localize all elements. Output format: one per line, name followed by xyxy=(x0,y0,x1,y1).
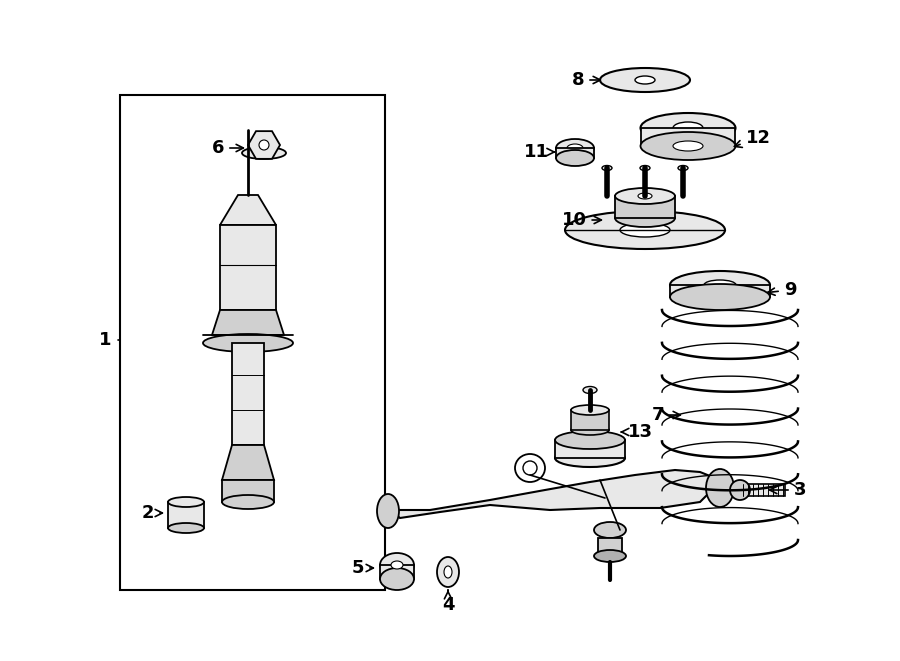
Ellipse shape xyxy=(706,469,734,507)
Ellipse shape xyxy=(203,334,293,352)
Ellipse shape xyxy=(602,165,612,171)
Text: 12: 12 xyxy=(734,129,770,147)
Text: 10: 10 xyxy=(562,211,601,229)
Ellipse shape xyxy=(594,522,626,538)
Ellipse shape xyxy=(380,568,414,590)
Ellipse shape xyxy=(670,284,770,310)
Ellipse shape xyxy=(594,550,626,562)
Text: 13: 13 xyxy=(621,423,652,441)
Ellipse shape xyxy=(615,188,675,204)
Ellipse shape xyxy=(242,147,286,159)
Ellipse shape xyxy=(377,494,399,528)
Ellipse shape xyxy=(555,431,625,449)
Polygon shape xyxy=(390,470,715,518)
Ellipse shape xyxy=(168,523,204,533)
Ellipse shape xyxy=(567,144,583,152)
Text: 8: 8 xyxy=(572,71,600,89)
Bar xyxy=(120,95,385,590)
Ellipse shape xyxy=(640,165,650,171)
Text: 11: 11 xyxy=(524,143,554,161)
Text: 3: 3 xyxy=(770,481,806,499)
Ellipse shape xyxy=(620,223,670,237)
Ellipse shape xyxy=(641,113,735,143)
Ellipse shape xyxy=(555,449,625,467)
Ellipse shape xyxy=(730,480,750,500)
Bar xyxy=(222,480,274,502)
Ellipse shape xyxy=(444,566,452,578)
Bar xyxy=(232,343,264,445)
Text: 2: 2 xyxy=(142,504,162,522)
Text: 7: 7 xyxy=(652,406,680,424)
Ellipse shape xyxy=(556,150,594,166)
Ellipse shape xyxy=(673,141,703,151)
Text: 1: 1 xyxy=(99,331,112,349)
Polygon shape xyxy=(222,445,274,480)
Ellipse shape xyxy=(523,461,537,475)
Ellipse shape xyxy=(678,165,688,171)
Bar xyxy=(740,484,785,496)
Bar xyxy=(670,285,770,297)
Text: 4: 4 xyxy=(442,590,454,614)
Bar xyxy=(641,128,735,146)
Polygon shape xyxy=(212,310,284,335)
Bar xyxy=(571,410,609,430)
Ellipse shape xyxy=(556,139,594,157)
Ellipse shape xyxy=(638,193,652,199)
Bar xyxy=(598,538,622,556)
Ellipse shape xyxy=(571,405,609,415)
Ellipse shape xyxy=(437,557,459,587)
Polygon shape xyxy=(220,195,276,225)
Bar xyxy=(220,225,276,310)
Ellipse shape xyxy=(222,495,274,509)
Ellipse shape xyxy=(641,132,735,160)
Ellipse shape xyxy=(704,280,736,290)
Text: 9: 9 xyxy=(768,281,796,299)
Ellipse shape xyxy=(391,561,403,569)
Bar xyxy=(168,502,204,528)
Ellipse shape xyxy=(565,211,725,249)
Ellipse shape xyxy=(583,387,597,393)
Ellipse shape xyxy=(600,68,690,92)
Ellipse shape xyxy=(670,271,770,299)
Bar xyxy=(615,196,675,218)
Text: 5: 5 xyxy=(352,559,374,577)
Ellipse shape xyxy=(673,122,703,134)
Ellipse shape xyxy=(571,425,609,435)
Text: 6: 6 xyxy=(212,139,243,157)
Ellipse shape xyxy=(380,553,414,577)
Ellipse shape xyxy=(615,209,675,227)
Bar xyxy=(556,148,594,158)
Ellipse shape xyxy=(168,497,204,507)
Bar xyxy=(380,565,414,579)
Ellipse shape xyxy=(259,140,269,150)
Bar xyxy=(555,440,625,458)
Ellipse shape xyxy=(635,76,655,84)
